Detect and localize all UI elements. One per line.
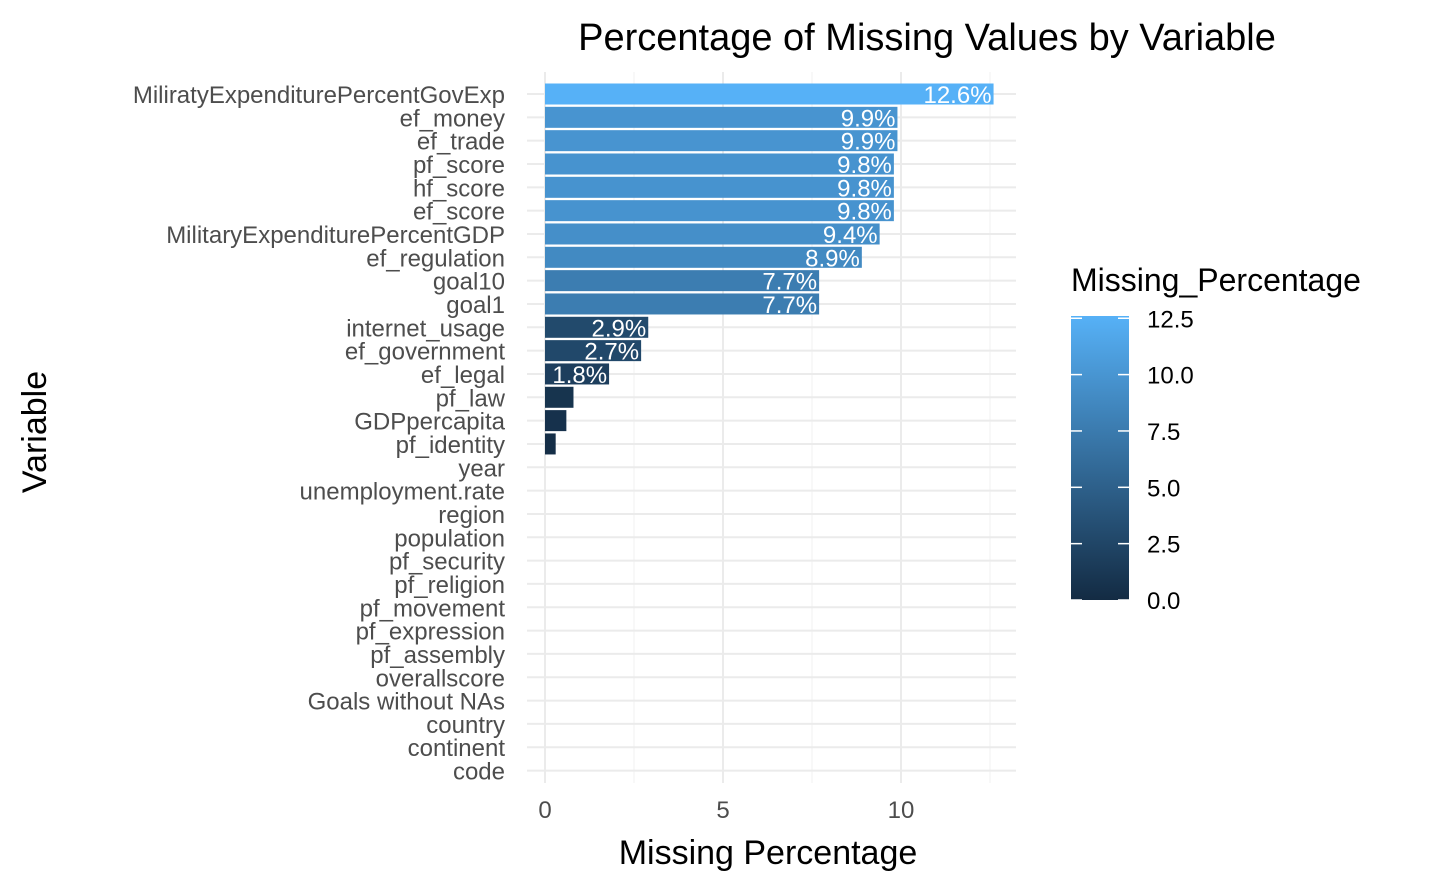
bar-labels: 12.6%9.9%9.9%9.8%9.8%9.8%9.4%8.9%7.7%7.7…	[552, 82, 991, 389]
bar	[545, 433, 556, 455]
y-tick-label: pf_movement	[360, 595, 506, 622]
y-tick-label: pf_security	[389, 549, 505, 576]
legend-title: Missing_Percentage	[1071, 262, 1361, 298]
bar	[545, 83, 994, 105]
y-tick-label: pf_expression	[356, 619, 505, 646]
legend-tick-label: 5.0	[1147, 475, 1180, 502]
bar	[545, 293, 820, 315]
y-tick-label: ef_government	[345, 339, 505, 366]
y-axis-title: Variable	[16, 371, 54, 493]
y-tick-label: pf_religion	[394, 572, 505, 599]
bar-data-label: 8.9%	[805, 245, 860, 272]
bar-data-label: 2.7%	[584, 339, 639, 366]
bar	[545, 363, 610, 385]
legend-tick-label: 10.0	[1147, 363, 1194, 390]
bar-data-label: 9.9%	[841, 105, 896, 132]
x-axis-title: Missing Percentage	[619, 834, 918, 872]
bars	[545, 83, 994, 455]
y-tick-label: internet_usage	[346, 315, 505, 342]
bar-data-label: 9.8%	[837, 199, 892, 226]
bar-data-label: 9.8%	[837, 152, 892, 179]
y-tick-label: ef_score	[413, 199, 505, 226]
legend-colorbar	[1071, 316, 1129, 600]
y-tick-label: ef_regulation	[366, 245, 505, 272]
y-tick-label: unemployment.rate	[300, 479, 505, 506]
y-tick-label: population	[394, 525, 505, 552]
y-tick-label: ef_money	[400, 105, 505, 132]
legend-tick-label: 12.5	[1147, 306, 1194, 333]
y-tick-label: ef_trade	[417, 129, 505, 156]
legend-tick-label: 0.0	[1147, 588, 1180, 615]
y-tick-label: year	[458, 455, 505, 482]
y-tick-label: MiliratyExpenditurePercentGovExp	[133, 82, 505, 109]
bar-data-label: 12.6%	[923, 82, 991, 109]
bar-data-label: 9.4%	[823, 222, 878, 249]
y-tick-label: code	[453, 759, 505, 786]
x-tick-label: 5	[716, 797, 729, 824]
bar	[545, 340, 642, 362]
bar	[545, 246, 862, 268]
y-tick-label: region	[438, 502, 505, 529]
bar	[545, 153, 894, 175]
bar	[545, 386, 574, 408]
bar	[545, 223, 880, 245]
y-tick-label: pf_score	[413, 152, 505, 179]
x-tick-label: 10	[888, 797, 915, 824]
bar-data-label: 7.7%	[762, 292, 817, 319]
y-tick-label: hf_score	[413, 175, 505, 202]
y-tick-label: overallscore	[376, 665, 505, 692]
chart-title: Percentage of Missing Values by Variable	[578, 17, 1276, 59]
y-tick-label: GDPpercapita	[354, 409, 505, 436]
y-axis-labels: MiliratyExpenditurePercentGovExpef_money…	[133, 82, 506, 786]
legend-tick-label: 2.5	[1147, 532, 1180, 559]
y-tick-label: goal1	[446, 292, 505, 319]
y-tick-label: MilitaryExpenditurePercentGDP	[166, 222, 505, 249]
bar	[545, 176, 894, 198]
bar-data-label: 9.9%	[841, 129, 896, 156]
bar-data-label: 9.8%	[837, 175, 892, 202]
y-tick-label: pf_assembly	[370, 642, 505, 669]
bar	[545, 200, 894, 222]
bar	[545, 270, 820, 292]
y-tick-label: pf_law	[436, 385, 506, 412]
bar	[545, 130, 898, 152]
y-tick-label: goal10	[433, 269, 505, 296]
bar-data-label: 7.7%	[762, 269, 817, 296]
legend: Missing_Percentage 0.0 2.5 5.0 7.5 10.0 12.5	[1071, 262, 1361, 615]
bar-data-label: 1.8%	[552, 362, 607, 389]
y-tick-label: ef_legal	[421, 362, 505, 389]
bar-data-label: 2.9%	[592, 315, 647, 342]
y-tick-label: country	[426, 712, 505, 739]
bar	[545, 410, 567, 432]
legend-tick-label: 7.5	[1147, 419, 1180, 446]
y-tick-label: Goals without NAs	[308, 689, 505, 716]
y-tick-label: pf_identity	[396, 432, 505, 459]
x-tick-label: 0	[538, 797, 551, 824]
legend-ticks: 0.0 2.5 5.0 7.5 10.0 12.5	[1071, 306, 1194, 615]
bar	[545, 316, 649, 338]
bar	[545, 106, 898, 128]
y-tick-label: continent	[408, 735, 506, 762]
x-axis-tick-labels: 0 5 10	[538, 797, 914, 824]
